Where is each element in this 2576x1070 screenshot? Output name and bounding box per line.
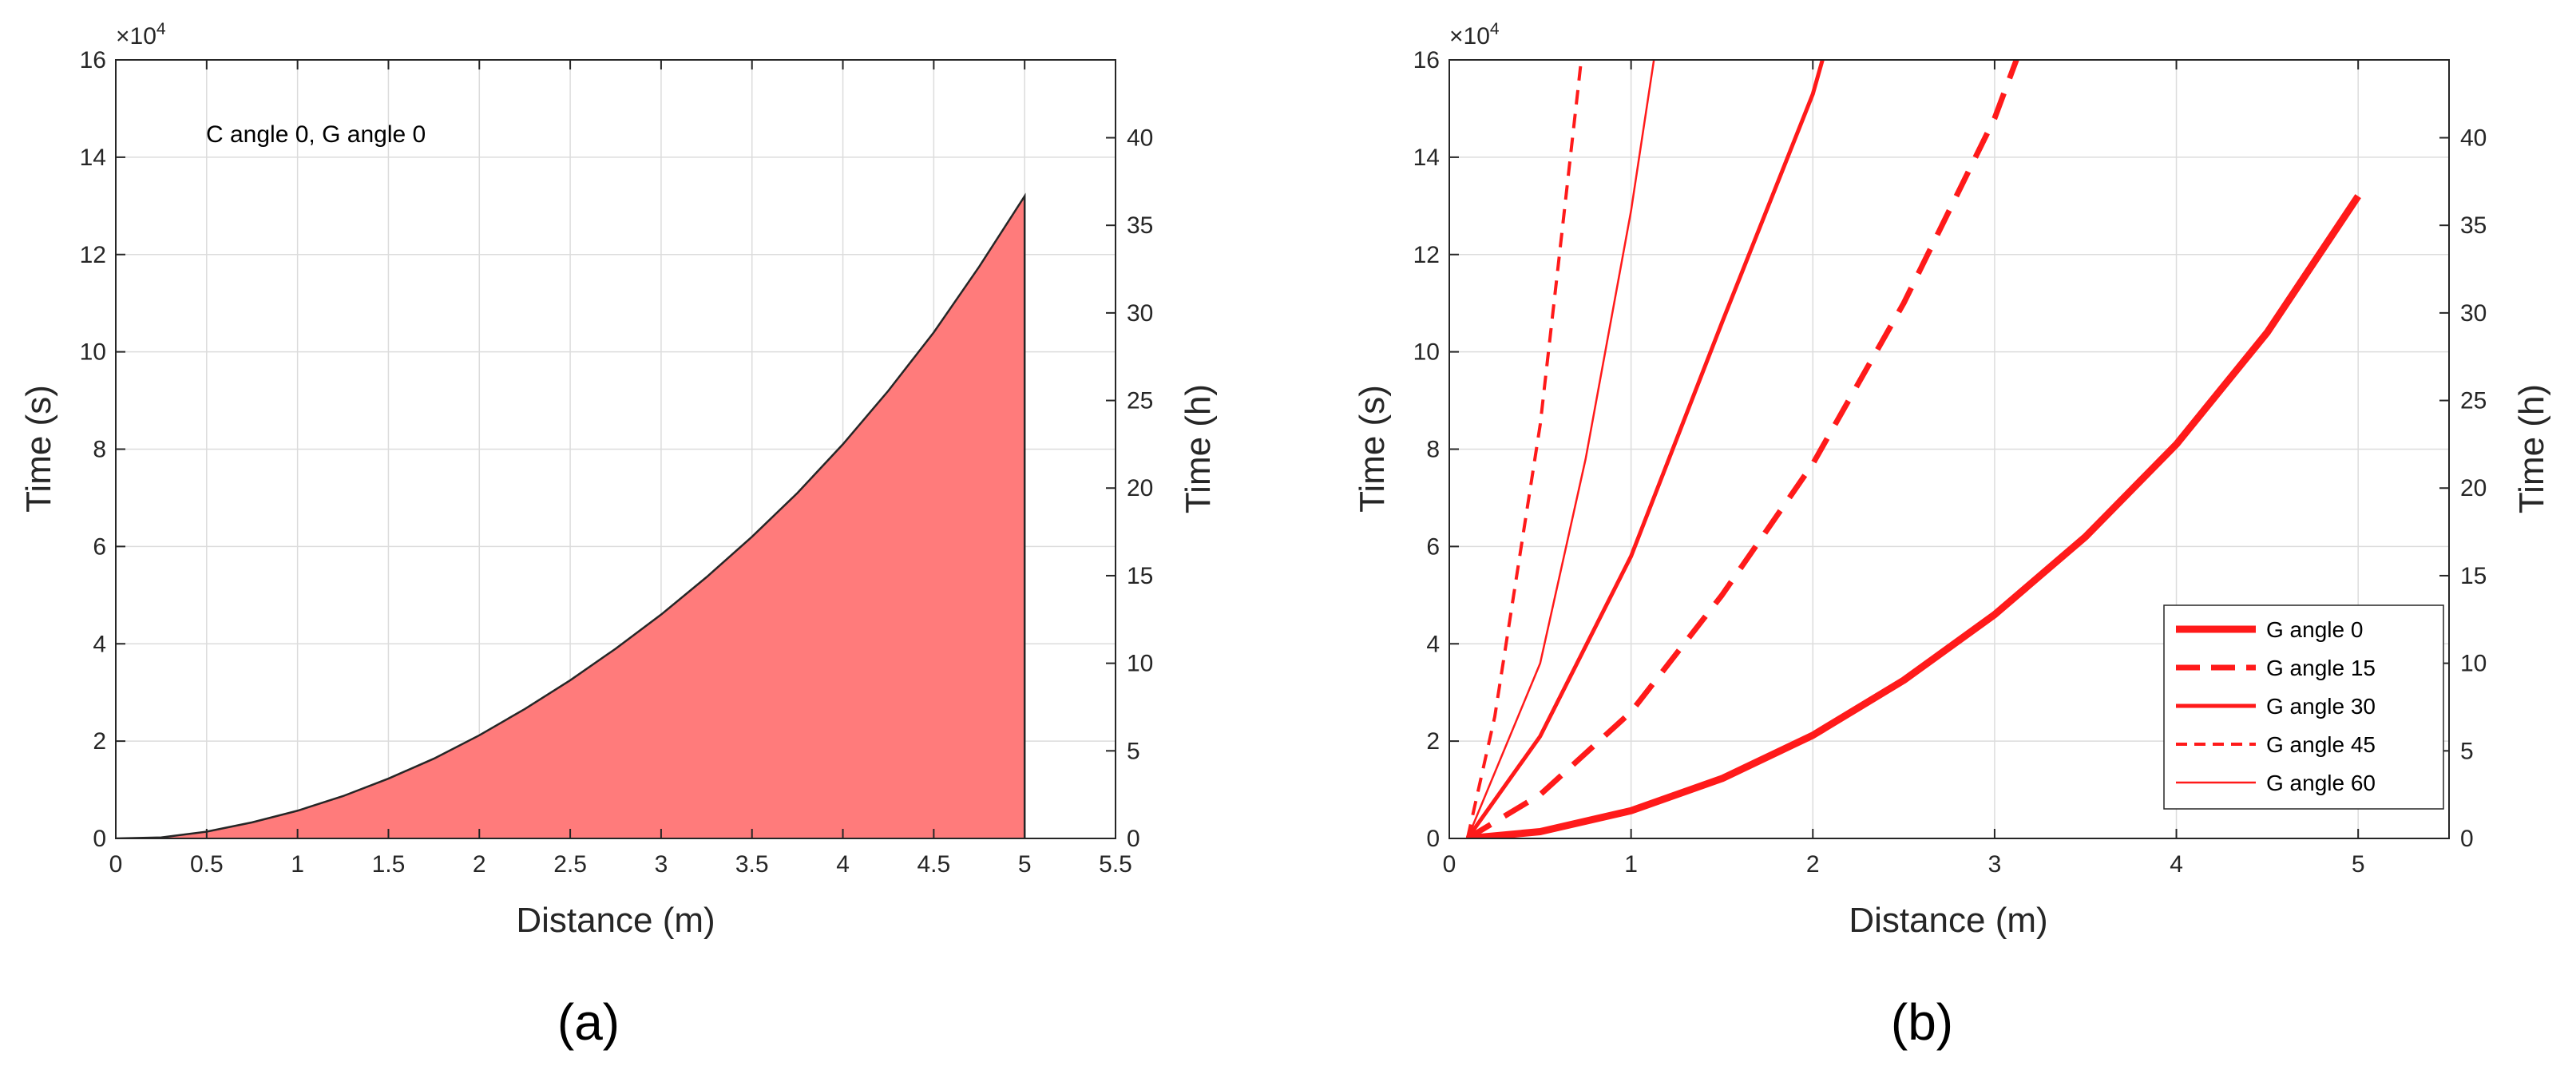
x-tick-label: 5.5	[1099, 851, 1132, 878]
x-tick-label: 2.5	[553, 851, 587, 878]
y-right-tick-label: 30	[2460, 300, 2487, 327]
y-tick-label: 16	[1413, 47, 1440, 73]
chart-a-x-tick-labels: 0 0.5 1 1.5 2 2.5 3 3.5 4 4.5 5 5.5	[109, 851, 1132, 878]
x-tick-label: 1	[1624, 851, 1638, 878]
chart-a-annotation: C angle 0, G angle 0	[206, 121, 426, 148]
y-right-tick-label: 25	[2460, 388, 2487, 414]
chart-b-legend: G angle 0 G angle 15 G angle 30 G angle 45 G…	[2163, 604, 2444, 810]
chart-a-panel-label: (a)	[557, 993, 620, 1051]
y-tick-label: 12	[1413, 242, 1440, 268]
chart-b-y-tick-labels: 0 2 4 6 8 10 12 14 16	[1413, 47, 1440, 852]
y-right-tick-label: 5	[1127, 738, 1140, 764]
x-tick-label: 4.5	[917, 851, 951, 878]
y-right-tick-label: 10	[1127, 651, 1153, 677]
chart-b-x-axis-label: Distance (m)	[1849, 901, 2047, 940]
chart-b-y-right-tick-labels: 0 5 10 15 20 25 30 35 40	[2460, 125, 2487, 852]
y-right-tick-label: 25	[1127, 388, 1153, 414]
x-tick-label: 3	[1988, 851, 2002, 878]
x-tick-label: 1.5	[372, 851, 406, 878]
y-right-tick-label: 35	[2460, 212, 2487, 239]
y-tick-label: 8	[1426, 437, 1440, 463]
legend-label: G angle 15	[2266, 656, 2376, 680]
y-tick-label: 12	[80, 242, 106, 268]
y-right-tick-label: 15	[2460, 563, 2487, 589]
area-fill	[116, 196, 1025, 838]
y-right-tick-label: 0	[2460, 826, 2474, 852]
legend-label: G angle 60	[2266, 771, 2376, 795]
x-tick-label: 1	[291, 851, 304, 878]
area-curve	[116, 192, 1026, 838]
chart-a-x-axis-label: Distance (m)	[516, 901, 715, 940]
y-tick-label: 2	[1426, 728, 1440, 755]
chart-a: 0 0.5 1 1.5 2 2.5 3 3.5 4 4.5 5 5.5 0 2 4 6 8 10 12 14 16 0…	[19, 20, 1218, 1051]
series-line-3	[1465, 60, 1583, 838]
y-right-tick-label: 40	[1127, 125, 1153, 151]
series-line-2	[1465, 60, 1825, 838]
chart-a-ticks	[115, 59, 1116, 839]
x-tick-label: 0.5	[190, 851, 224, 878]
chart-b-y-right-axis-label: Time (h)	[2512, 384, 2551, 513]
y-tick-label: 10	[80, 339, 106, 366]
legend-label: G angle 30	[2266, 694, 2376, 719]
y-tick-label: 0	[93, 826, 106, 852]
chart-b-panel-label: (b)	[1891, 993, 1953, 1051]
chart-b-exponent: ×104	[1449, 20, 1500, 50]
y-right-tick-label: 20	[2460, 475, 2487, 501]
y-tick-label: 6	[93, 533, 106, 560]
y-right-tick-label: 10	[2460, 651, 2487, 677]
series-line-4	[1466, 60, 1655, 838]
y-right-tick-label: 20	[1127, 475, 1153, 501]
x-tick-label: 0	[1443, 851, 1456, 878]
y-tick-label: 4	[1426, 631, 1440, 657]
x-tick-label: 4	[836, 851, 850, 878]
x-tick-label: 3	[655, 851, 668, 878]
y-tick-label: 10	[1413, 339, 1440, 366]
legend-label: G angle 0	[2266, 617, 2363, 642]
y-tick-label: 4	[93, 631, 106, 657]
y-right-tick-label: 30	[1127, 300, 1153, 327]
x-tick-label: 0	[109, 851, 123, 878]
y-right-tick-label: 0	[1127, 826, 1140, 852]
chart-a-area	[116, 192, 1026, 838]
chart-b-y-axis-label: Time (s)	[1353, 385, 1392, 513]
series-line-0	[1467, 194, 2361, 838]
y-tick-label: 16	[80, 47, 106, 73]
legend-label: G angle 45	[2266, 732, 2376, 757]
y-right-tick-label: 15	[1127, 563, 1153, 589]
x-tick-label: 2	[473, 851, 486, 878]
chart-a-exponent: ×104	[116, 20, 166, 50]
y-right-tick-label: 5	[2460, 738, 2474, 764]
x-tick-label: 4	[2170, 851, 2183, 878]
x-tick-label: 2	[1806, 851, 1820, 878]
y-right-tick-label: 35	[1127, 212, 1153, 239]
x-tick-label: 5	[2352, 851, 2365, 878]
chart-b-x-tick-labels: 0 1 2 3 4 5	[1443, 851, 2365, 878]
y-tick-label: 14	[1413, 145, 1440, 171]
y-tick-label: 2	[93, 728, 106, 755]
x-tick-label: 3.5	[735, 851, 769, 878]
chart-a-y-right-tick-labels: 0 5 10 15 20 25 30 35 40	[1127, 125, 1153, 852]
x-tick-label: 5	[1018, 851, 1032, 878]
y-right-tick-label: 40	[2460, 125, 2487, 151]
chart-a-y-tick-labels: 0 2 4 6 8 10 12 14 16	[80, 47, 106, 852]
y-tick-label: 6	[1426, 533, 1440, 560]
y-tick-label: 14	[80, 145, 106, 171]
y-tick-label: 0	[1426, 826, 1440, 852]
chart-b-series-lines	[1465, 60, 2361, 838]
chart-a-y-right-axis-label: Time (h)	[1179, 384, 1218, 513]
y-tick-label: 8	[93, 437, 106, 463]
chart-a-y-axis-label: Time (s)	[19, 385, 58, 513]
